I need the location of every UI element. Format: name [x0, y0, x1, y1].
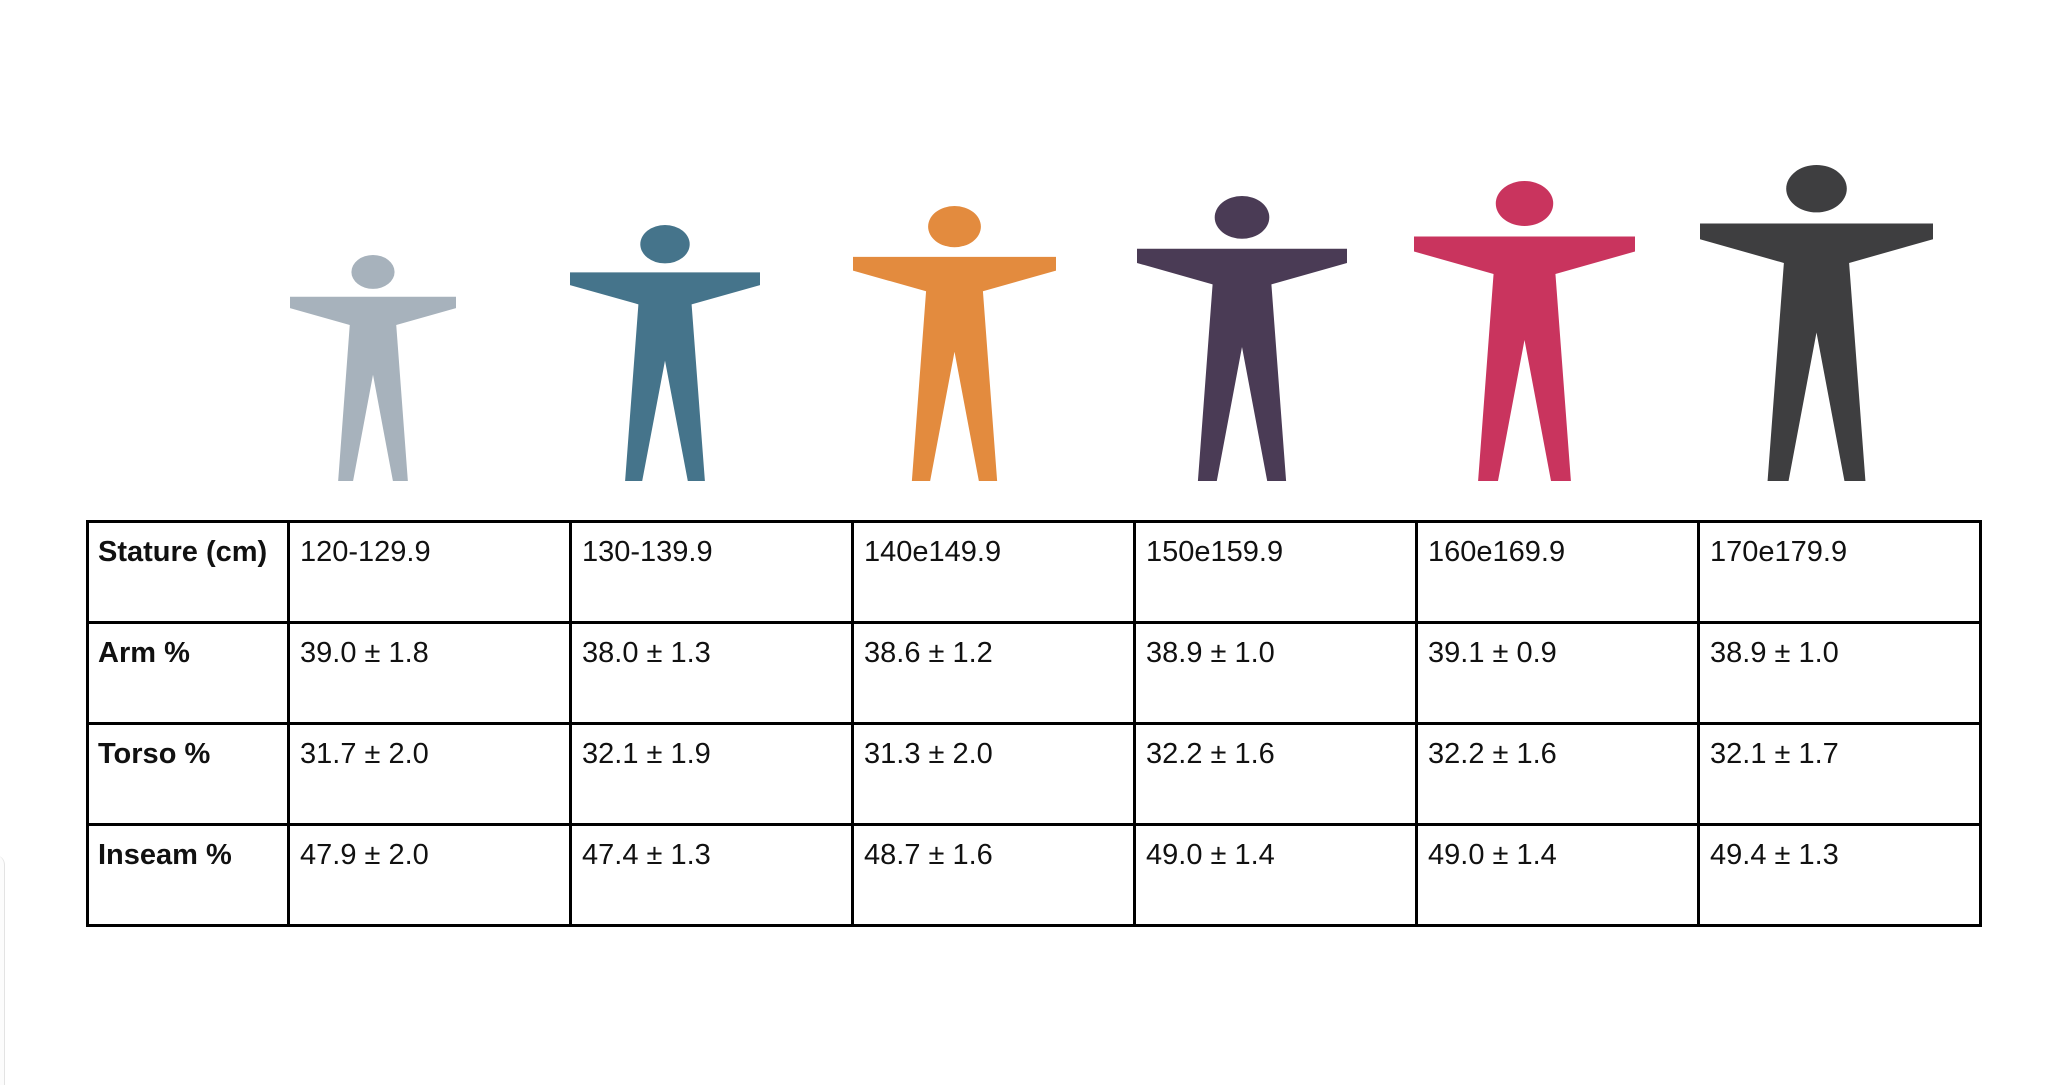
child-figure-icon-1 — [290, 255, 456, 481]
table-cell: 32.1 ± 1.7 — [1697, 722, 1982, 826]
table-cell: 49.4 ± 1.3 — [1697, 823, 1982, 927]
row-label: Arm % — [86, 621, 290, 725]
table-cell: 38.9 ± 1.0 — [1697, 621, 1982, 725]
table-row-torso: Torso % 31.7 ± 2.0 32.1 ± 1.9 31.3 ± 2.0… — [86, 722, 1982, 826]
row-label: Stature (cm) — [86, 520, 290, 624]
table-cell: 32.2 ± 1.6 — [1415, 722, 1700, 826]
child-figure-icon-2 — [570, 225, 760, 481]
side-panel-edge — [0, 855, 5, 1085]
table-cell: 140e149.9 — [851, 520, 1136, 624]
table-cell: 39.1 ± 0.9 — [1415, 621, 1700, 725]
table-cell: 130-139.9 — [569, 520, 854, 624]
figure-shape — [290, 255, 456, 481]
table-cell: 49.0 ± 1.4 — [1415, 823, 1700, 927]
child-figure-icon-5 — [1414, 181, 1635, 481]
table-cell: 38.9 ± 1.0 — [1133, 621, 1418, 725]
table-cell: 160e169.9 — [1415, 520, 1700, 624]
child-figure-icon-3 — [853, 206, 1056, 481]
table-cell: 32.2 ± 1.6 — [1133, 722, 1418, 826]
row-label: Inseam % — [86, 823, 290, 927]
table-cell: 31.3 ± 2.0 — [851, 722, 1136, 826]
stature-figures — [0, 0, 2048, 500]
body-proportions-table: Stature (cm) 120-129.9 130-139.9 140e149… — [86, 520, 1982, 927]
figure-shape — [1137, 196, 1347, 481]
table-cell: 47.4 ± 1.3 — [569, 823, 854, 927]
table-cell: 49.0 ± 1.4 — [1133, 823, 1418, 927]
table-cell: 38.6 ± 1.2 — [851, 621, 1136, 725]
table-cell: 48.7 ± 1.6 — [851, 823, 1136, 927]
table-cell: 32.1 ± 1.9 — [569, 722, 854, 826]
table-row-inseam: Inseam % 47.9 ± 2.0 47.4 ± 1.3 48.7 ± 1.… — [86, 823, 1982, 927]
row-label: Torso % — [86, 722, 290, 826]
figure-shape — [570, 225, 760, 481]
figure-shape — [1414, 181, 1635, 481]
figure-shape — [1700, 165, 1933, 481]
figure-shape — [853, 206, 1056, 481]
table-cell: 39.0 ± 1.8 — [287, 621, 572, 725]
table-cell: 31.7 ± 2.0 — [287, 722, 572, 826]
table-row-arm: Arm % 39.0 ± 1.8 38.0 ± 1.3 38.6 ± 1.2 3… — [86, 621, 1982, 725]
table-cell: 47.9 ± 2.0 — [287, 823, 572, 927]
table-cell: 120-129.9 — [287, 520, 572, 624]
table-cell: 38.0 ± 1.3 — [569, 621, 854, 725]
table-cell: 170e179.9 — [1697, 520, 1982, 624]
table-row-stature: Stature (cm) 120-129.9 130-139.9 140e149… — [86, 520, 1982, 624]
table-cell: 150e159.9 — [1133, 520, 1418, 624]
child-figure-icon-6 — [1700, 165, 1933, 481]
child-figure-icon-4 — [1137, 196, 1347, 481]
